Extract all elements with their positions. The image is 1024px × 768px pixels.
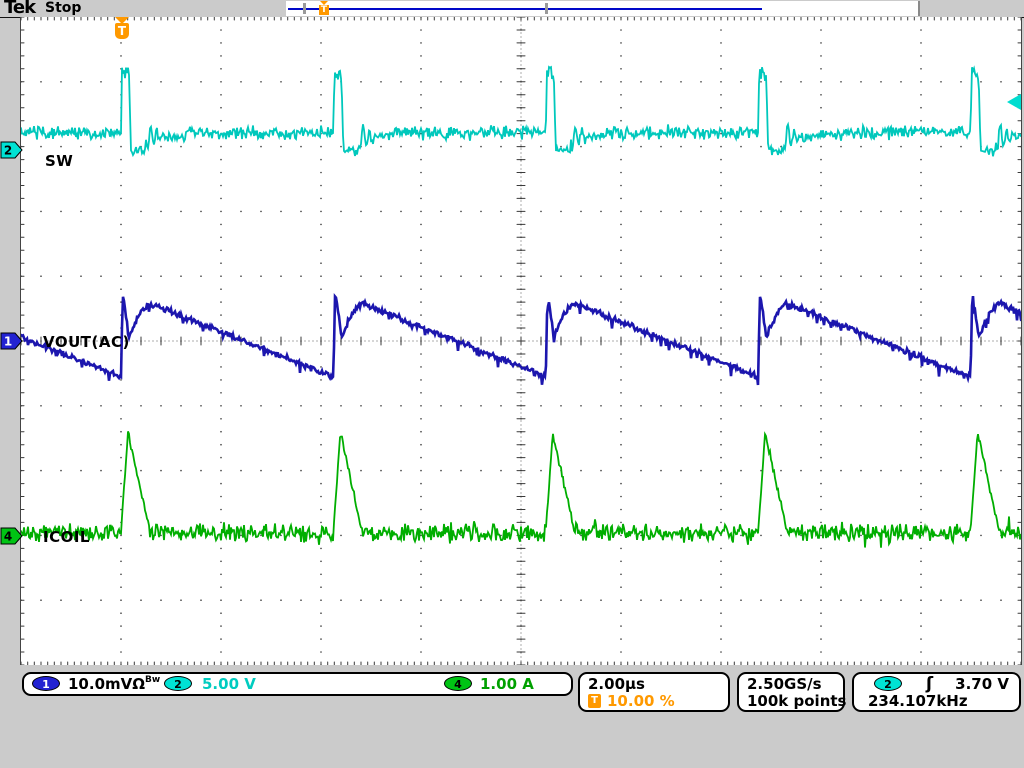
trigger-t-icon: T (319, 5, 329, 15)
channel-1-label: VOUT(AC) (43, 333, 130, 351)
trigger-position-marker: T (114, 17, 130, 44)
channel-scales-box: 1 10.0mVΩBw 2 5.00 V 4 1.00 A (22, 672, 573, 696)
sample-rate: 2.50GS/s (747, 675, 822, 693)
channel-2-scale: 5.00 V (202, 675, 256, 693)
channel-4-label: ICOIL (43, 528, 90, 546)
timebase-scale: 2.00µs (588, 675, 645, 693)
channel-4-scale: 1.00 A (480, 675, 534, 693)
readout-bar: 1 10.0mVΩBw 2 5.00 V 4 1.00 A 2.00µs T 1… (0, 671, 1024, 716)
channel-2-chip: 2 (164, 676, 192, 691)
trigger-level: 3.70 V (955, 675, 1009, 693)
triangle-down-icon (320, 1, 328, 5)
record-length: 100k points (747, 692, 847, 710)
trigger-source-chip: 2 (874, 676, 902, 691)
channel-4-marker: 4 (0, 527, 23, 545)
graticule-and-traces (21, 17, 1021, 665)
acquisition-status: Stop (45, 0, 82, 16)
channel-2-label: SW (45, 152, 74, 170)
trigger-frequency: 234.107kHz (868, 692, 968, 710)
svg-text:1: 1 (4, 335, 12, 349)
timebase-box: 2.00µs T 10.00 % (578, 672, 730, 712)
trigger-position-percent: 10.00 % (607, 692, 675, 710)
trigger-box: 2 ʃ 3.70 V 234.107kHz (852, 672, 1021, 712)
record-waveform-line (288, 8, 762, 10)
record-window-bracket-left (303, 3, 306, 14)
channel-1-scale: 10.0mVΩBw (68, 675, 161, 693)
trigger-t-icon: T (588, 694, 601, 708)
channel-markers: 2 1 4 (0, 141, 23, 545)
header-bar: Tek Stop T (0, 0, 1024, 18)
channel-2-marker: 2 (0, 141, 23, 159)
triangle-down-icon (115, 17, 129, 24)
trigger-slope-icon: ʃ (926, 674, 934, 694)
trigger-t-icon: T (115, 23, 129, 39)
channel-1-chip: 1 (32, 676, 60, 691)
svg-text:2: 2 (4, 144, 12, 158)
svg-text:4: 4 (4, 530, 12, 544)
channel-4-chip: 4 (444, 676, 472, 691)
waveform-display: T SW VOUT(AC) ICOIL (20, 17, 1022, 665)
trigger-level-arrow-icon (1006, 94, 1021, 110)
acquisition-box: 2.50GS/s 100k points (737, 672, 847, 712)
tek-logo: Tek (4, 0, 36, 18)
record-trigger-marker-icon: T (318, 1, 330, 16)
channel-1-marker: 1 (0, 332, 23, 350)
record-view-bar: T (286, 1, 920, 16)
bandwidth-indicator: Bw (145, 675, 161, 685)
record-window-bracket-right (545, 3, 548, 14)
